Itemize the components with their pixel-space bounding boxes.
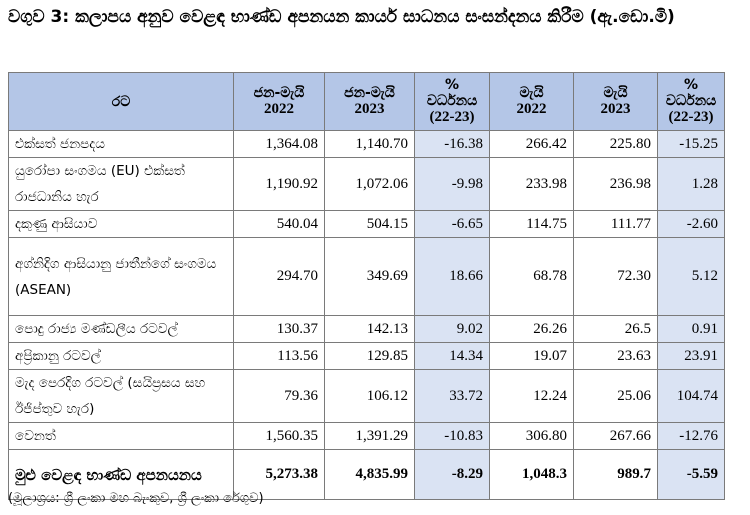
value-cell: 267.66 [573,422,658,450]
value-cell: 26.5 [573,315,658,343]
total-row: මුළු වෙළඳ භාණ්ඩ අපනයනය 5,273.38 4,835.99… [8,449,725,500]
growth-cell: -6.65 [414,210,490,238]
header-percent: % [683,77,699,93]
header-row: රට ජන-මැයි 2022 ජන-මැයි 2023 % වර්ධනය (2… [8,72,725,131]
header-percent: % [444,77,460,93]
export-performance-table: රට ජන-මැයි 2022 ජන-මැයි 2023 % වර්ධනය (2… [8,72,725,500]
total-value-cell: 5,273.38 [233,449,325,500]
growth-cell: -15.25 [657,130,725,158]
growth-cell: 1.28 [657,157,725,211]
header-label: ජන-මැයි [253,85,305,101]
value-cell: 114.75 [489,210,574,238]
header-growth-may: % වර්ධනය (22-23) [657,72,725,131]
value-cell: 225.80 [573,130,658,158]
value-cell: 111.77 [573,210,658,238]
region-cell: වෙනත් [8,422,234,450]
value-cell: 23.63 [573,342,658,370]
value-cell: 19.07 [489,342,574,370]
value-cell: 540.04 [233,210,325,238]
growth-cell: -10.83 [414,422,490,450]
growth-cell: 23.91 [657,342,725,370]
value-cell: 1,391.29 [324,422,415,450]
header-year: 2022 [264,101,294,117]
table-row: වෙනත් 1,560.35 1,391.29 -10.83 306.80 26… [8,422,725,450]
value-cell: 1,190.92 [233,157,325,211]
growth-cell: -12.76 [657,422,725,450]
growth-cell: 0.91 [657,315,725,343]
value-cell: 26.26 [489,315,574,343]
growth-cell: -2.60 [657,210,725,238]
value-cell: 1,140.70 [324,130,415,158]
value-cell: 349.69 [324,237,415,316]
value-cell: 294.70 [233,237,325,316]
value-cell: 129.85 [324,342,415,370]
value-cell: 68.78 [489,237,574,316]
value-cell: 1,364.08 [233,130,325,158]
header-range: (22-23) [429,109,475,125]
region-cell: දකුණු ආසියාව [8,210,234,238]
value-cell: 72.30 [573,237,658,316]
growth-cell: 5.12 [657,237,725,316]
header-label: මැයි [603,85,628,101]
header-may-2023: මැයි 2023 [573,72,658,131]
value-cell: 236.98 [573,157,658,211]
source-note: (මූලාශ්‍රය: ශ්‍රී ලංකා මහ බැංකුව, ශ්‍රී … [8,491,264,506]
total-growth-cell: -5.59 [657,449,725,500]
value-cell: 306.80 [489,422,574,450]
value-cell: 106.12 [324,369,415,423]
region-cell: අප්‍රිකානු රටවල් [8,342,234,370]
value-cell: 266.42 [489,130,574,158]
header-year: 2022 [516,101,547,117]
table-row: මැද පෙරදිග රටවල් (සයිප්‍රසය සහ ඊජිප්තුව … [8,369,725,423]
region-cell: අග්නිදිග ආසියානු ජාතීන්ගේ සංගමය (ASEAN) [8,237,234,316]
value-cell: 504.15 [324,210,415,238]
region-cell: මැද පෙරදිග රටවල් (සයිප්‍රසය සහ ඊජිප්තුව … [8,369,234,423]
table-row: එක්සත් ජනපදය 1,364.08 1,140.70 -16.38 26… [8,130,725,158]
header-year: 2023 [600,101,631,117]
total-label: මුළු වෙළඳ භාණ්ඩ අපනයනය [8,449,234,500]
value-cell: 79.36 [233,369,325,423]
value-cell: 130.37 [233,315,325,343]
value-cell: 1,560.35 [233,422,325,450]
growth-cell: -9.98 [414,157,490,211]
total-value-cell: 4,835.99 [324,449,415,500]
region-cell: පොදු රාජ්‍ය මණ්ඩලීය රටවල් [8,315,234,343]
region-cell: යුරෝපා සංගමය (EU) එක්සත් රාජධානිය හැර [8,157,234,211]
header-jan-may-2022: ජන-මැයි 2022 [233,72,325,131]
value-cell: 1,072.06 [324,157,415,211]
table-row: පොදු රාජ්‍ය මණ්ඩලීය රටවල් 130.37 142.13 … [8,315,725,343]
growth-cell: 18.66 [414,237,490,316]
table-row: යුරෝපා සංගමය (EU) එක්සත් රාජධානිය හැර 1,… [8,157,725,211]
growth-cell: 104.74 [657,369,725,423]
header-label: වර්ධනය [665,93,717,109]
header-label: ජන-මැයි [344,85,395,101]
growth-cell: -16.38 [414,130,490,158]
region-cell: එක්සත් ජනපදය [8,130,234,158]
table-row: අග්නිදිග ආසියානු ජාතීන්ගේ සංගමය (ASEAN) … [8,237,725,316]
total-value-cell: 1,048.3 [489,449,574,500]
total-growth-cell: -8.29 [414,449,490,500]
header-label: වර්ධනය [426,93,478,109]
table-title: වගුව 3: කලාපය අනුව වෙළඳ භාණ්ඩ අපනයන කාර්… [8,7,675,27]
header-jan-may-2023: ජන-මැයි 2023 [324,72,415,131]
total-value-cell: 989.7 [573,449,658,500]
value-cell: 12.24 [489,369,574,423]
header-year: 2023 [354,101,385,117]
header-region: රට [8,72,234,131]
value-cell: 25.06 [573,369,658,423]
growth-cell: 9.02 [414,315,490,343]
value-cell: 113.56 [233,342,325,370]
header-range: (22-23) [668,109,714,125]
table-row: අප්‍රිකානු රටවල් 113.56 129.85 14.34 19.… [8,342,725,370]
value-cell: 142.13 [324,315,415,343]
header-growth-jan-may: % වර්ධනය (22-23) [414,72,490,131]
growth-cell: 14.34 [414,342,490,370]
header-label: මැයි [519,85,544,101]
value-cell: 233.98 [489,157,574,211]
table-row: දකුණු ආසියාව 540.04 504.15 -6.65 114.75 … [8,210,725,238]
header-may-2022: මැයි 2022 [489,72,574,131]
growth-cell: 33.72 [414,369,490,423]
